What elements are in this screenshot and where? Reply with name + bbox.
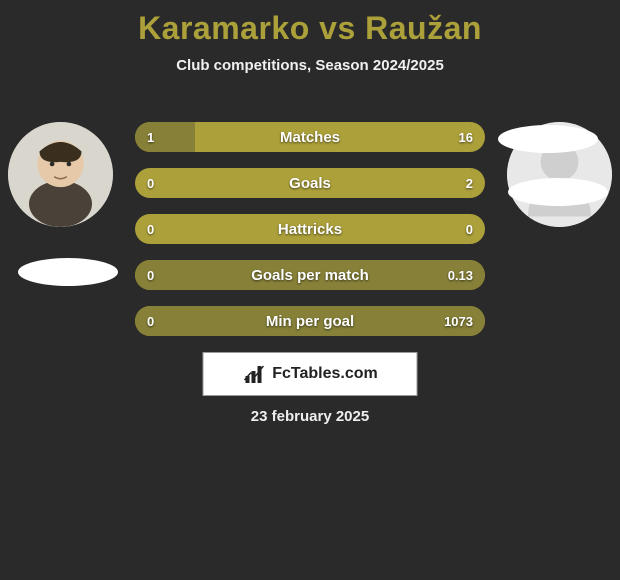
stat-row: 00.13Goals per match	[135, 260, 485, 290]
club-badge-left	[18, 258, 118, 286]
stat-row: 01073Min per goal	[135, 306, 485, 336]
bar-chart-icon	[242, 362, 266, 386]
club-badge-right-2	[508, 178, 608, 206]
stat-label: Goals per match	[135, 260, 485, 290]
stat-row: 00Hattricks	[135, 214, 485, 244]
page-title: Karamarko vs Raužan	[0, 0, 620, 47]
stat-label: Goals	[135, 168, 485, 198]
subtitle: Club competitions, Season 2024/2025	[0, 57, 620, 74]
stat-row: 02Goals	[135, 168, 485, 198]
brand-text: FcTables.com	[272, 365, 378, 383]
stat-label: Matches	[135, 122, 485, 152]
stat-label: Hattricks	[135, 214, 485, 244]
brand-box[interactable]: FcTables.com	[203, 352, 418, 396]
player-left-avatar	[8, 122, 113, 227]
date-text: 23 february 2025	[0, 408, 620, 425]
stat-label: Min per goal	[135, 306, 485, 336]
stats-container: 116Matches 02Goals 00Hattricks 00.13Goals p…	[135, 122, 485, 352]
stat-row: 116Matches	[135, 122, 485, 152]
face-placeholder-icon	[8, 122, 113, 227]
club-badge-right-1	[498, 125, 598, 153]
